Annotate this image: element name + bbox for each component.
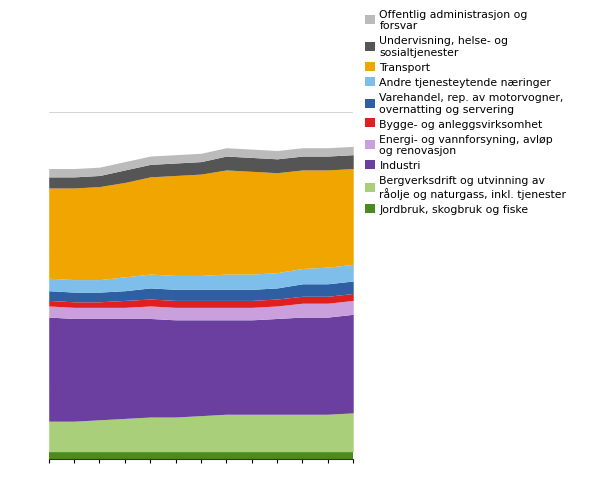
Legend: Offentlig administrasjon og
forsvar, Undervisning, helse- og
sosialtjenester, Tr: Offentlig administrasjon og forsvar, Und… xyxy=(365,10,566,215)
